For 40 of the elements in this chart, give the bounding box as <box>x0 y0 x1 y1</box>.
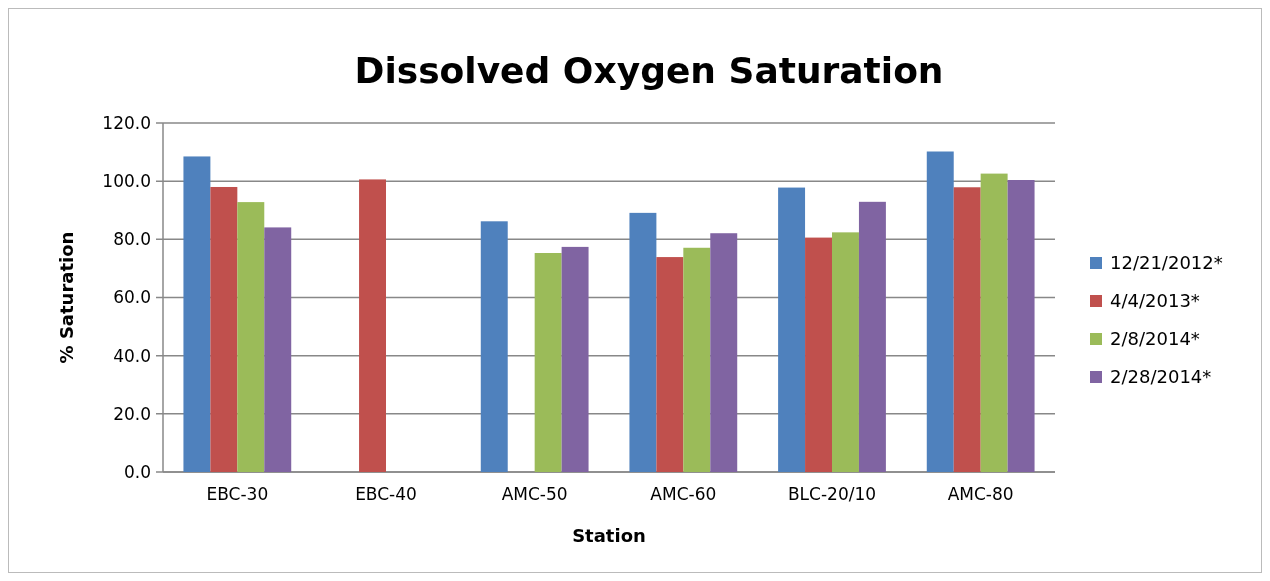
bar <box>805 237 832 472</box>
bar <box>264 227 292 472</box>
legend-label: 4/4/2013* <box>1110 290 1200 312</box>
bar <box>210 186 238 472</box>
y-tick-label: 20.0 <box>113 403 151 424</box>
x-tick-label: BLC-20/10 <box>787 484 877 504</box>
x-tick-label: AMC-60 <box>650 484 717 504</box>
y-tick-label: 0.0 <box>123 461 151 482</box>
y-axis-title: % Saturation <box>56 231 77 364</box>
bar <box>858 201 886 472</box>
bar <box>980 173 1008 472</box>
bar <box>480 221 508 472</box>
y-tick-label: 60.0 <box>113 287 151 308</box>
y-tick-label: 100.0 <box>102 171 151 192</box>
legend-label: 12/21/2012* <box>1110 252 1223 274</box>
legend-label: 2/8/2014* <box>1110 328 1200 350</box>
y-tick-label: 80.0 <box>113 229 151 250</box>
chart-title: Dissolved Oxygen Saturation <box>354 50 944 91</box>
bar <box>237 202 265 472</box>
legend-label: 2/28/2014* <box>1110 366 1212 388</box>
y-tick-label: 120.0 <box>102 112 151 133</box>
y-tick-label: 40.0 <box>113 345 151 366</box>
x-tick-label: EBC-30 <box>206 484 269 504</box>
x-axis-title: Station <box>572 525 646 546</box>
bar <box>534 253 562 472</box>
x-tick-label: AMC-50 <box>501 484 568 504</box>
bar <box>710 233 738 472</box>
bar <box>953 187 981 472</box>
x-tick-label: AMC-80 <box>947 484 1014 504</box>
bar <box>832 232 859 472</box>
bar <box>656 257 684 472</box>
x-tick-label: EBC-40 <box>355 484 417 504</box>
bar <box>561 246 589 472</box>
bar <box>926 151 954 472</box>
bar <box>629 212 657 472</box>
bar <box>1007 180 1035 472</box>
bar <box>778 187 806 472</box>
bar <box>683 247 711 472</box>
bar <box>359 179 386 472</box>
bar <box>183 156 211 472</box>
